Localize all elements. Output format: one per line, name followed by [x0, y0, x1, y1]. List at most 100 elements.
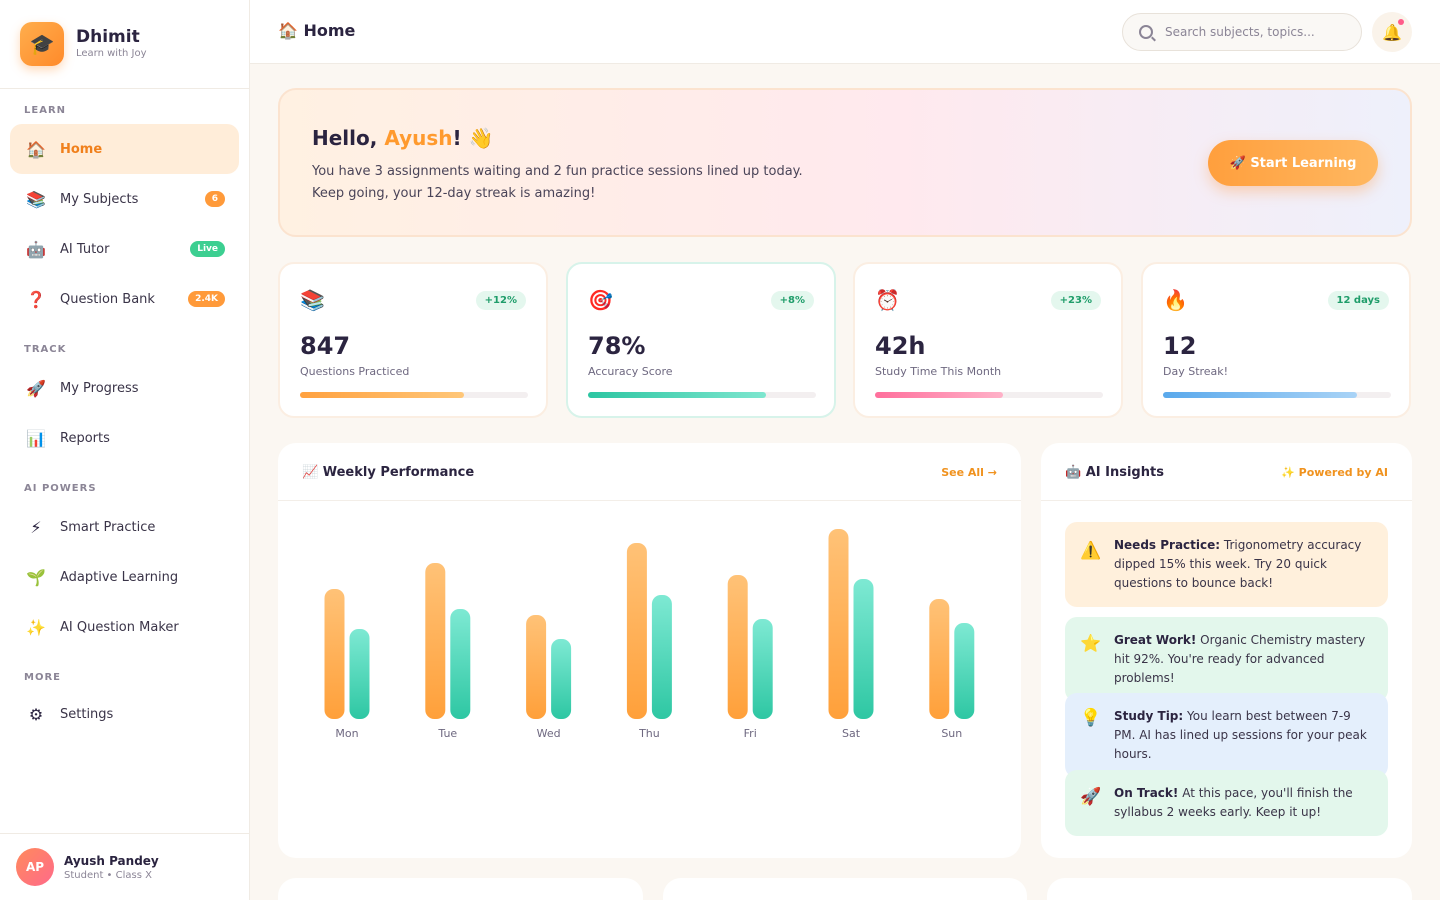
bar-series-b-wed[interactable]	[551, 639, 572, 719]
bar-series-a-sun[interactable]	[929, 599, 950, 719]
subjects-count-badge: 6	[204, 191, 225, 207]
bar-series-b-tue[interactable]	[450, 609, 471, 719]
sidebar-item-settings[interactable]: ⚙ Settings	[10, 689, 239, 739]
stat-change-badge: +23%	[1050, 291, 1101, 310]
notification-dot	[1398, 19, 1404, 25]
x-tick-label: Tue	[437, 727, 457, 740]
stat-label: Questions Practiced	[300, 365, 410, 378]
bar-series-b-sun[interactable]	[954, 623, 975, 719]
sidebar-item-adaptive-learning[interactable]: 🌱 Adaptive Learning	[10, 552, 239, 602]
sidebar-item-home[interactable]: 🏠 Home	[10, 124, 239, 174]
bar-series-a-mon[interactable]	[324, 589, 345, 719]
sidebar-item-smart-practice[interactable]: ⚡ Smart Practice	[10, 502, 239, 552]
progress-track	[875, 392, 1103, 398]
bar-series-b-sat[interactable]	[853, 579, 874, 719]
progress-fill	[588, 392, 766, 398]
panel-title: 📈 Weekly Performance	[302, 465, 475, 480]
bar-series-b-mon[interactable]	[349, 629, 370, 719]
fire-icon: 🔥	[1163, 288, 1188, 312]
topbar: 🏠 Home 🔔	[250, 0, 1440, 64]
insight-text: You learn best between 7-9 PM. AI has li…	[1114, 709, 1367, 761]
stat-card-study-time[interactable]: ⏰ +23% 42h Study Time This Month	[853, 262, 1123, 418]
bottom-card	[278, 878, 643, 900]
panel-header: 🤖 AI Insights ✨ Powered by AI	[1041, 443, 1412, 501]
bar-series-a-thu[interactable]	[626, 543, 647, 719]
stat-change-badge: +8%	[770, 291, 814, 310]
greeting-prefix: Hello,	[312, 126, 385, 150]
see-all-link[interactable]: See All →	[941, 466, 997, 479]
target-icon: 🎯	[588, 288, 613, 312]
insight-title: Needs Practice:	[1114, 538, 1221, 552]
search-box[interactable]	[1122, 13, 1362, 51]
bar-series-b-fri[interactable]	[752, 619, 773, 719]
x-tick-label: Thu	[638, 727, 660, 740]
stat-value: 42h	[875, 332, 926, 360]
insight-text: Trigonometry accuracy dipped 15% this we…	[1114, 538, 1362, 590]
graduation-cap-icon: 🎓	[20, 22, 64, 66]
user-profile[interactable]: AP Ayush Pandey Student • Class X	[0, 833, 249, 900]
sidebar-item-my-subjects[interactable]: 📚 My Subjects 6	[10, 174, 239, 224]
insight-card-study-tip[interactable]: 💡 Study Tip: You learn best between 7-9 …	[1065, 693, 1388, 778]
question-mark-icon: ❓	[26, 289, 46, 309]
page-title: 🏠 Home	[278, 21, 356, 40]
gear-icon: ⚙	[28, 704, 44, 724]
sidebar-item-ai-question-maker[interactable]: ✨ AI Question Maker	[10, 602, 239, 652]
search-input[interactable]	[1165, 25, 1345, 39]
bar-series-b-thu[interactable]	[651, 595, 672, 719]
progress-fill	[1163, 392, 1357, 398]
sidebar-item-label: AI Question Maker	[60, 619, 179, 635]
powered-by-ai-badge: ✨ Powered by AI	[1281, 466, 1388, 479]
insight-card-needs-practice[interactable]: ⚠️ Needs Practice: Trigonometry accuracy…	[1065, 522, 1388, 607]
user-name: Ayush Pandey	[64, 853, 159, 868]
sidebar-item-reports[interactable]: 📊 Reports	[10, 413, 239, 463]
sidebar-item-label: Reports	[60, 430, 110, 446]
notifications-button[interactable]: 🔔	[1372, 12, 1412, 52]
avatar: AP	[16, 848, 54, 886]
stat-value: 12	[1163, 332, 1197, 360]
progress-fill	[875, 392, 1003, 398]
user-role: Student • Class X	[64, 869, 152, 881]
progress-fill	[300, 392, 465, 398]
sidebar-item-ai-tutor[interactable]: 🤖 AI Tutor Live	[10, 224, 239, 274]
insight-text: At this pace, you'll finish the syllabus…	[1114, 786, 1353, 819]
rocket-icon: 🚀	[26, 378, 46, 398]
lightbulb-icon: 💡	[1080, 708, 1102, 728]
sidebar-item-label: Adaptive Learning	[60, 569, 179, 585]
brand-name: Dhimit	[76, 27, 140, 47]
x-tick-label: Sun	[941, 727, 962, 740]
sidebar-item-label: Smart Practice	[60, 519, 156, 535]
sidebar-item-label: My Subjects	[60, 191, 139, 207]
stat-value: 78%	[588, 332, 646, 360]
insight-card-on-track[interactable]: 🚀 On Track! At this pace, you'll finish …	[1065, 770, 1388, 836]
bar-series-a-sat[interactable]	[828, 529, 849, 719]
insight-title: On Track!	[1114, 786, 1179, 800]
brand[interactable]: 🎓 Dhimit Learn with Joy	[0, 0, 249, 89]
progress-track	[1163, 392, 1391, 398]
books-icon: 📚	[26, 189, 46, 209]
insight-card-great-work[interactable]: ⭐ Great Work! Organic Chemistry mastery …	[1065, 617, 1388, 702]
panel-header: 📈 Weekly Performance See All →	[278, 443, 1021, 501]
robot-icon: 🤖	[26, 239, 46, 259]
sparkles-icon: ✨	[26, 617, 46, 637]
stat-card-accuracy[interactable]: 🎯 +8% 78% Accuracy Score	[566, 262, 836, 418]
stat-card-questions[interactable]: 📚 +12% 847 Questions Practiced	[278, 262, 548, 418]
sidebar-item-question-bank[interactable]: ❓ Question Bank 2.4K	[10, 274, 239, 324]
bar-series-a-tue[interactable]	[425, 563, 446, 719]
bottom-card	[663, 878, 1027, 900]
progress-track	[588, 392, 816, 398]
panel-title: 🤖 AI Insights	[1065, 465, 1164, 480]
nav-section-more: MORE	[24, 672, 61, 683]
insight-title: Great Work!	[1114, 633, 1197, 647]
stat-card-streak[interactable]: 🔥 12 days 12 Day Streak!	[1141, 262, 1411, 418]
sidebar-item-label: AI Tutor	[60, 241, 110, 257]
bottom-card	[1047, 878, 1412, 900]
bar-series-a-fri[interactable]	[727, 575, 748, 719]
bar-series-a-wed[interactable]	[526, 615, 547, 719]
warning-icon: ⚠️	[1080, 541, 1102, 561]
progress-track	[300, 392, 528, 398]
sidebar-item-label: Question Bank	[60, 291, 155, 307]
start-learning-button[interactable]: 🚀 Start Learning	[1208, 140, 1378, 186]
sidebar: 🎓 Dhimit Learn with Joy LEARN 🏠 Home 📚 M…	[0, 0, 250, 900]
greeting-heading: Hello, Ayush! 👋	[312, 126, 494, 150]
sidebar-item-my-progress[interactable]: 🚀 My Progress	[10, 363, 239, 413]
